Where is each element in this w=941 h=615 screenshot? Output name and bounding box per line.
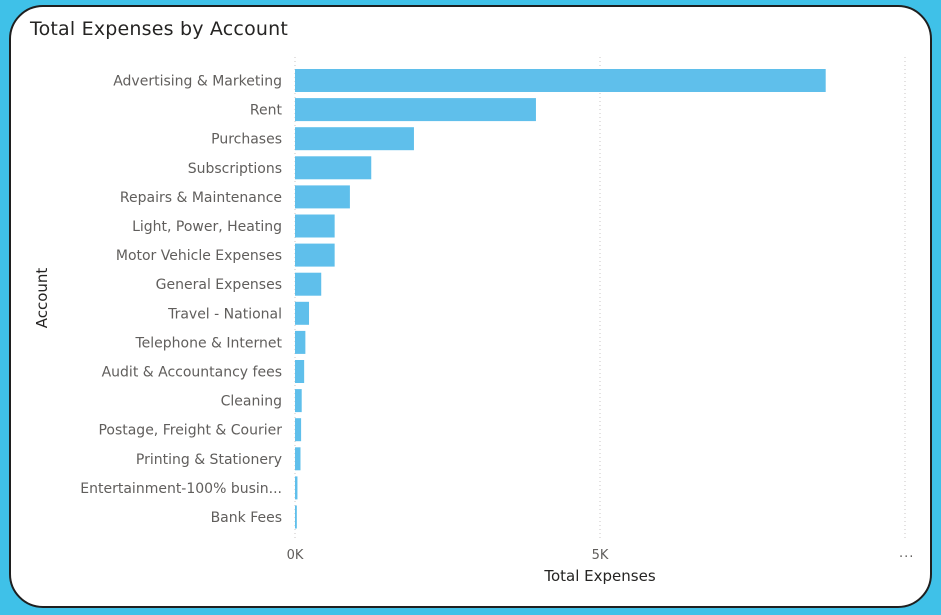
category-label: Entertainment-100% busin... — [80, 481, 282, 497]
category-label: Printing & Stationery — [136, 452, 282, 468]
bar[interactable] — [295, 360, 305, 383]
bar[interactable] — [295, 447, 301, 471]
category-label: Audit & Accountancy fees — [102, 365, 282, 381]
bar[interactable] — [295, 98, 536, 122]
bar[interactable] — [295, 69, 826, 92]
bar[interactable] — [295, 156, 372, 180]
category-label: Repairs & Maintenance — [120, 190, 282, 206]
category-label: Cleaning — [221, 394, 282, 410]
category-label: Purchases — [211, 132, 282, 148]
bar[interactable] — [295, 418, 302, 442]
chart-title: Total Expenses by Account — [30, 18, 289, 40]
bar[interactable] — [295, 301, 310, 325]
category-label: Light, Power, Heating — [132, 219, 282, 235]
category-label: Advertising & Marketing — [113, 74, 282, 90]
bar[interactable] — [295, 476, 298, 500]
bar[interactable] — [295, 389, 302, 413]
category-label: Postage, Freight & Courier — [98, 423, 282, 439]
bar[interactable] — [295, 127, 414, 151]
bar[interactable] — [295, 272, 322, 296]
category-label: General Expenses — [156, 277, 282, 293]
x-axis-title: Total Expenses — [544, 567, 656, 585]
category-label: Subscriptions — [188, 161, 282, 177]
bar[interactable] — [295, 214, 335, 238]
bar[interactable] — [295, 185, 350, 209]
category-label: Travel - National — [167, 306, 282, 322]
category-label: Bank Fees — [211, 510, 282, 526]
bar[interactable] — [295, 243, 335, 267]
category-label: Telephone & Internet — [134, 335, 282, 351]
x-tick-label: 0K — [287, 548, 304, 563]
x-tick-label: 5K — [592, 548, 609, 563]
category-label: Rent — [250, 103, 283, 119]
category-label: Motor Vehicle Expenses — [116, 248, 282, 264]
more-options-icon[interactable]: ... — [899, 546, 915, 561]
bar[interactable] — [295, 330, 306, 354]
bar[interactable] — [295, 505, 297, 529]
